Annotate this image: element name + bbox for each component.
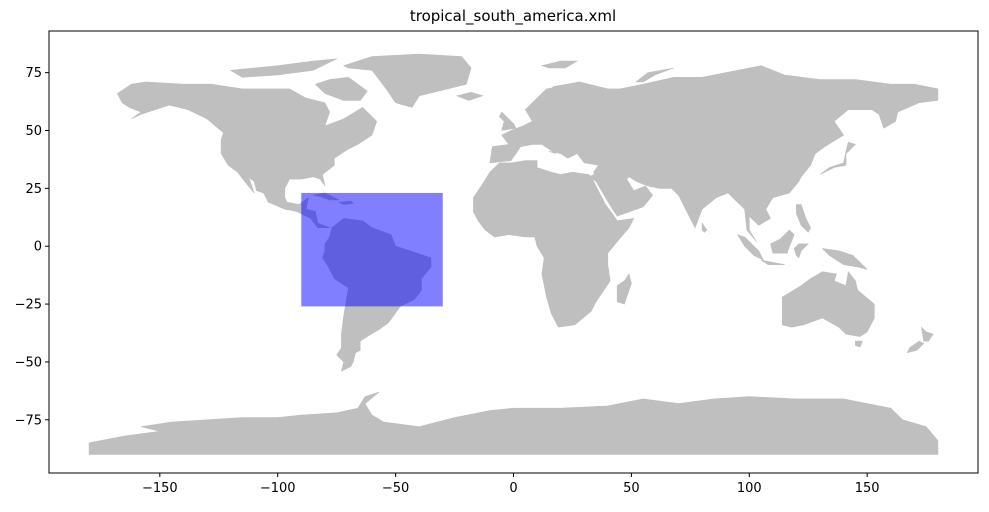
x-tick-label: 150 (855, 481, 880, 496)
chart-title: tropical_south_america.xml (410, 7, 616, 26)
y-tick-label: 75 (25, 66, 42, 81)
land-sulawesi (793, 243, 809, 259)
land-layer (88, 53, 939, 455)
x-tick-label: 100 (737, 481, 762, 496)
y-axis: −75 −50 −25 0 25 50 75 (15, 66, 49, 428)
region-box (301, 192, 443, 307)
x-tick-label: 50 (623, 481, 640, 496)
land-greenland (342, 53, 472, 108)
land-nz-south (906, 340, 925, 354)
y-tick-label: −75 (15, 413, 42, 428)
x-tick-label: −50 (382, 481, 409, 496)
land-madagascar (616, 273, 632, 305)
x-tick-label: 0 (509, 481, 517, 496)
land-arabia-join (588, 174, 597, 183)
land-uk (499, 111, 517, 131)
land-new-guinea (821, 248, 869, 270)
y-tick-label: −25 (15, 298, 42, 313)
land-borneo (770, 229, 795, 254)
land-japan (819, 141, 856, 175)
land-novaya-zemlya (635, 67, 674, 83)
land-antarctica (88, 391, 939, 455)
x-tick-label: −150 (142, 481, 178, 496)
land-scandinavia-north (524, 86, 576, 117)
x-tick-label: −100 (260, 481, 296, 496)
land-australia (781, 270, 875, 337)
land-baffin (314, 76, 368, 101)
land-arctic-islands (229, 58, 337, 78)
y-tick-label: 25 (25, 182, 42, 197)
y-tick-label: −50 (15, 355, 42, 370)
land-africa (473, 160, 635, 328)
land-europe-asia (489, 65, 939, 242)
land-iceland (455, 91, 484, 101)
y-tick-label: 0 (34, 240, 42, 255)
land-philippines (796, 204, 811, 233)
y-tick-label: 50 (25, 124, 42, 139)
land-nz-north (920, 326, 934, 342)
land-tasmania (855, 340, 863, 348)
land-java (760, 259, 785, 266)
land-sumatra (736, 234, 765, 261)
land-sri-lanka (701, 222, 708, 233)
land-svalbard (540, 60, 579, 69)
x-axis: −150 −100 −50 0 50 100 150 (142, 473, 880, 496)
